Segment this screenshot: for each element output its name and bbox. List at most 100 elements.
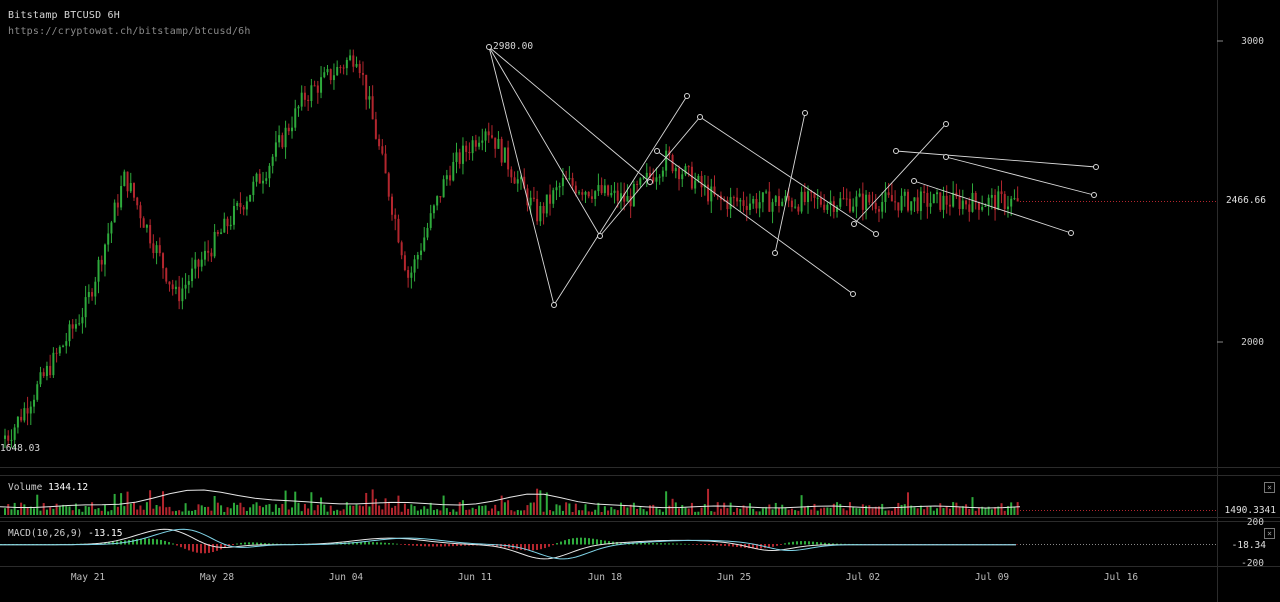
candle-body	[707, 184, 710, 202]
macd-histogram-bar	[112, 541, 114, 545]
macd-tick-current: -18.34	[1229, 540, 1268, 551]
candle-body	[274, 142, 277, 157]
volume-bar	[71, 510, 74, 515]
candle-body	[977, 202, 980, 210]
volume-bar	[355, 504, 358, 515]
candle-body	[16, 416, 19, 428]
chart-url[interactable]: https://cryptowat.ch/bitstamp/btcusd/6h	[8, 26, 251, 37]
candle-body	[394, 214, 397, 219]
volume-bar	[510, 510, 513, 515]
candle-body	[223, 218, 226, 233]
volume-bar	[320, 497, 323, 515]
volume-close-icon[interactable]: ×	[1264, 482, 1275, 493]
volume-bar	[303, 503, 306, 515]
volume-bar	[649, 505, 651, 515]
macd-histogram-bar	[672, 543, 674, 545]
candle-body	[558, 186, 561, 188]
macd-histogram-bar	[592, 538, 594, 545]
candle-body	[903, 191, 906, 196]
macd-histogram-bar	[792, 541, 794, 545]
volume-bar	[565, 502, 568, 515]
macd-histogram-bar	[784, 543, 786, 545]
volume-bar	[900, 504, 903, 515]
candle-body	[342, 67, 345, 69]
candle-body	[865, 194, 868, 210]
macd-histogram-bar	[564, 540, 566, 545]
volume-bar	[420, 509, 423, 515]
candle-body	[113, 202, 116, 223]
macd-histogram-bar	[536, 544, 538, 550]
volume-bar	[810, 509, 813, 515]
volume-bar	[229, 508, 232, 515]
volume-bar	[29, 506, 32, 515]
volume-bar	[742, 505, 745, 515]
macd-histogram-bar	[668, 543, 670, 545]
candle-body	[271, 156, 274, 166]
candle-body	[410, 272, 413, 278]
volume-bar	[787, 509, 790, 515]
candle-body	[94, 281, 97, 297]
candle-body	[55, 352, 58, 354]
candle-body	[678, 168, 681, 180]
candle-body	[655, 177, 658, 182]
volume-bar	[471, 507, 474, 515]
candle-body	[194, 259, 197, 269]
macd-histogram-bar	[804, 541, 806, 545]
volume-bar	[55, 503, 58, 515]
macd-histogram-bar	[832, 543, 834, 545]
candle-body	[281, 135, 284, 148]
volume-bar	[513, 511, 516, 515]
candle-body	[819, 197, 822, 205]
candle-body	[236, 202, 239, 206]
volume-bar	[226, 507, 229, 515]
candle-body	[68, 324, 71, 342]
volume-bar	[84, 505, 87, 515]
candle-body	[929, 203, 932, 207]
volume-bar	[958, 506, 961, 515]
volume-bar	[94, 509, 97, 515]
macd-close-icon[interactable]: ×	[1264, 528, 1275, 539]
candle-body	[429, 213, 432, 228]
candle-body	[29, 406, 32, 414]
macd-tick-200: 200	[1246, 517, 1264, 528]
macd-signal-line	[0, 528, 1016, 560]
volume-bar	[790, 508, 793, 515]
volume-bar	[781, 504, 784, 515]
volume-bar	[133, 502, 135, 515]
candle-body	[1010, 198, 1013, 207]
volume-bar	[745, 506, 748, 515]
candle-body	[449, 175, 452, 181]
macd-histogram-bar	[240, 542, 242, 545]
volume-bar	[771, 509, 774, 515]
macd-histogram-bar	[244, 542, 246, 545]
volume-bar	[732, 511, 735, 515]
volume-bar	[694, 511, 697, 515]
candle-body	[636, 184, 639, 186]
candle-body	[542, 206, 545, 214]
macd-histogram-bar	[256, 542, 258, 545]
candle-body	[839, 198, 842, 207]
trendline-handle	[1068, 230, 1074, 236]
candle-body	[7, 435, 10, 441]
trendline-handle	[873, 231, 879, 237]
volume-bar	[813, 503, 816, 515]
volume-bar	[39, 510, 42, 515]
candle-body	[268, 165, 271, 179]
volume-bar	[378, 505, 381, 515]
candle-body	[1006, 206, 1009, 210]
macd-histogram-bar	[368, 542, 370, 545]
macd-histogram-bar	[152, 538, 154, 545]
candle-body	[471, 140, 474, 154]
volume-bar	[971, 497, 974, 515]
candle-body	[823, 204, 826, 210]
volume-bar	[874, 506, 877, 515]
trendline-handle	[1093, 164, 1099, 170]
volume-bar	[729, 502, 732, 515]
candle-body	[539, 206, 542, 222]
candle-body	[110, 222, 113, 234]
candle-body	[413, 259, 416, 273]
volume-bar	[936, 508, 939, 515]
volume-bar	[816, 510, 819, 515]
candle-body	[152, 243, 155, 254]
